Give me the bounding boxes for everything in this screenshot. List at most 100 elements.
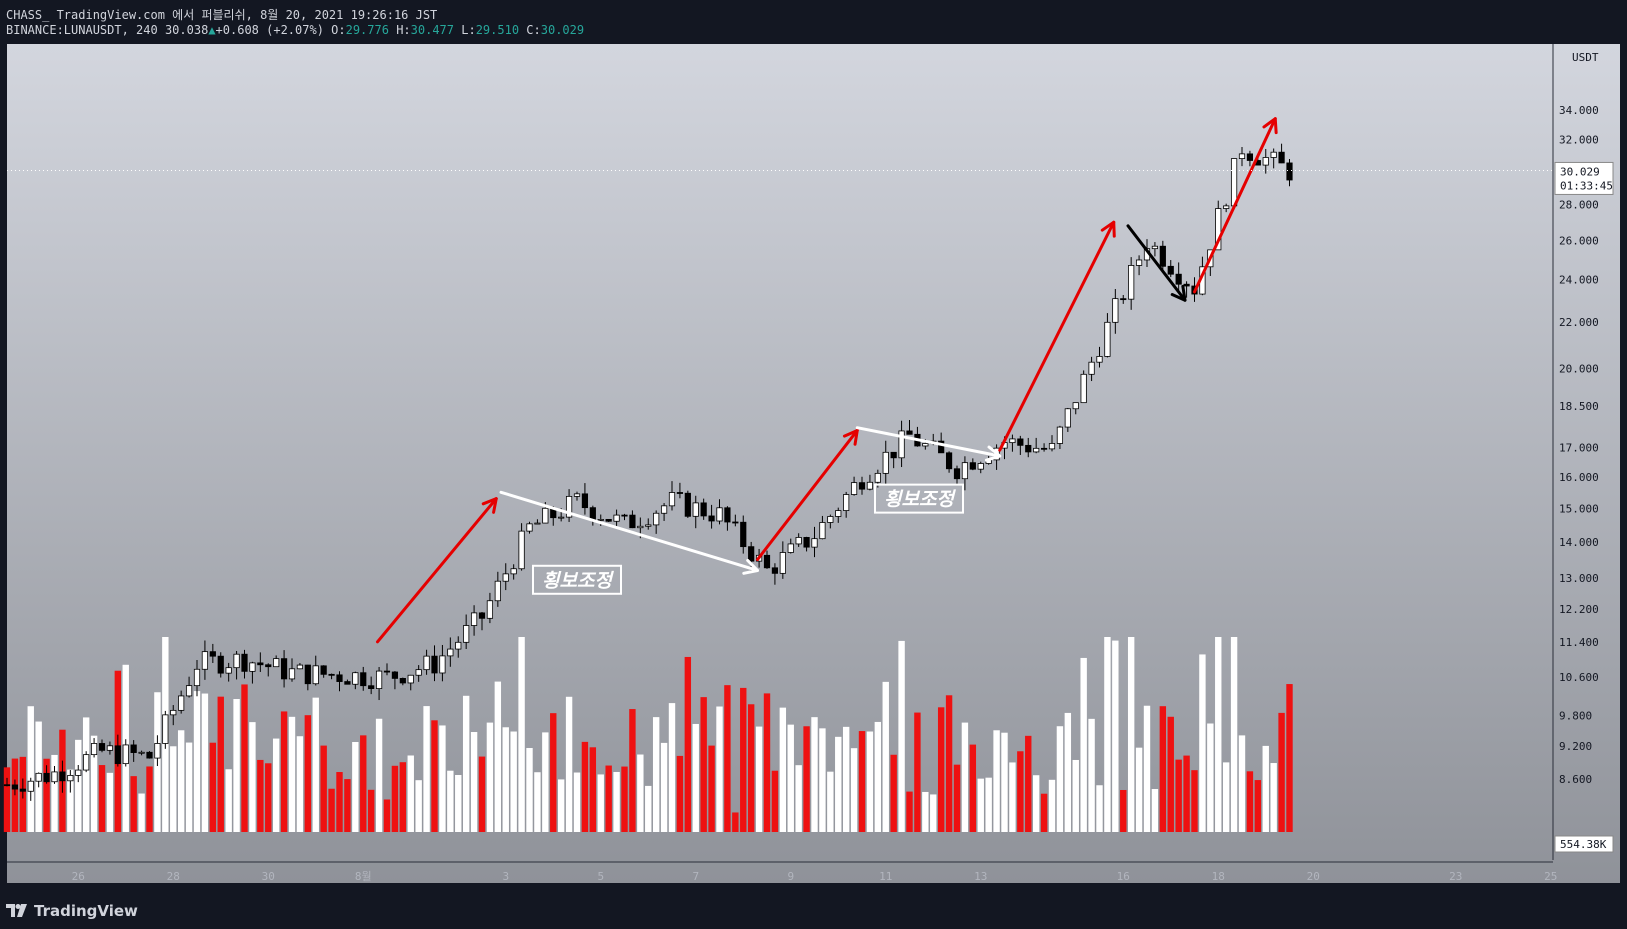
candle-body: [827, 516, 834, 523]
time-axis[interactable]: 26 28 30 8월 3 5 7 9 11 13 16 18 20 23 25: [7, 861, 1557, 883]
volume-bar: [993, 730, 1000, 832]
candle-body: [1112, 298, 1119, 323]
candle-body: [645, 524, 652, 527]
volume-bar: [407, 755, 414, 832]
volume-bar: [874, 721, 882, 832]
candle-body: [162, 714, 169, 744]
time-tick-label: 23: [1449, 870, 1462, 883]
volume-bar: [502, 727, 509, 832]
candle-body: [51, 771, 58, 783]
footer-brand[interactable]: TradingView: [6, 900, 138, 922]
volume-bar: [1286, 684, 1293, 832]
candle-body: [660, 505, 668, 514]
candle-body: [526, 523, 533, 532]
volume-bar: [605, 765, 612, 832]
high-label: H:: [396, 23, 411, 37]
annotation-label-1: 횡보조정: [542, 570, 614, 592]
volume-bar: [1001, 732, 1008, 832]
candle-body: [882, 451, 889, 474]
candle-body: [668, 492, 676, 507]
volume-bar: [82, 717, 90, 832]
candle-body: [700, 502, 707, 517]
candle-body: [581, 493, 589, 509]
candle-body: [312, 665, 319, 685]
candle-body: [605, 518, 612, 522]
volume-bar: [1230, 637, 1238, 832]
volume-bar: [1112, 640, 1119, 832]
candle-body: [637, 525, 644, 529]
candle-body: [542, 507, 549, 524]
volume-bar: [470, 732, 478, 832]
volume-bar: [621, 766, 628, 832]
volume-bar: [51, 754, 58, 832]
volume-bar: [969, 744, 977, 832]
candle-body: [170, 709, 177, 716]
price-axis[interactable]: 34.000 32.000 28.000 26.000 24.000 22.000 20.0…: [7, 44, 1614, 860]
arrow-correction: [1126, 224, 1187, 302]
time-tick-label: 20: [1307, 870, 1320, 883]
volume-bar: [708, 745, 715, 832]
volume-bar: [1127, 637, 1135, 832]
close-label: C:: [526, 23, 541, 37]
candle-body: [502, 573, 509, 582]
candle-body: [953, 468, 961, 480]
candle-body: [1175, 273, 1182, 285]
volume-bar: [455, 775, 462, 832]
volume-bar: [613, 771, 620, 832]
volume-bar: [249, 722, 256, 832]
candle-body: [1159, 245, 1166, 267]
candle-body: [1183, 283, 1190, 287]
arrow-sideways-2-head: [984, 445, 1002, 462]
candle-body: [415, 669, 422, 676]
volume-bar: [383, 799, 391, 832]
candle-body: [27, 780, 34, 792]
volume-bar: [668, 703, 676, 832]
volume-bar: [795, 765, 802, 832]
volume-bar: [90, 735, 98, 832]
price-tick-label: 9.200: [1559, 740, 1592, 753]
candle-body: [257, 662, 264, 666]
price-tick-label: 11.400: [1559, 636, 1599, 649]
candle-body: [280, 658, 288, 680]
candle-body: [1064, 408, 1071, 428]
volume-bar: [320, 745, 327, 832]
volume-bar: [700, 697, 707, 832]
volume-bar: [1262, 745, 1269, 832]
time-tick-label: 16: [1117, 870, 1130, 883]
candle-body: [724, 507, 731, 523]
volume-bar: [977, 778, 984, 832]
volume-bar: [447, 770, 454, 832]
candle-body: [368, 685, 375, 689]
candle-body: [1128, 265, 1135, 300]
candle-body: [1025, 444, 1032, 453]
candle-body: [486, 600, 494, 619]
candle-body: [787, 543, 794, 553]
candle-body: [1215, 208, 1222, 251]
candle-body: [352, 672, 359, 685]
volume-bar: [272, 738, 280, 832]
candle-body: [1096, 356, 1103, 363]
price-tick-label: 22.000: [1559, 316, 1599, 329]
candle-body: [748, 546, 755, 562]
candle-body: [589, 507, 596, 521]
symbol-label[interactable]: BINANCE:LUNAUSDT, 240: [6, 23, 158, 37]
arrow-correction-head: [1170, 284, 1187, 302]
candle-body: [19, 788, 26, 792]
volume-bar: [858, 731, 866, 832]
volume-bar: [573, 772, 581, 832]
price-change: +0.608 (+2.07%): [215, 23, 324, 37]
volume-bar: [1032, 775, 1040, 832]
candle-body: [146, 751, 153, 759]
candle-body: [1270, 151, 1277, 158]
volume-bar: [1246, 771, 1254, 832]
volume-bar: [945, 695, 953, 832]
volume-bar: [280, 711, 288, 832]
volume-bar: [526, 748, 533, 832]
candle-body: [407, 674, 414, 684]
candle-body: [1048, 443, 1056, 450]
time-tick-label: 26: [72, 870, 85, 883]
candle-body: [573, 493, 581, 497]
volume-bar: [1064, 712, 1072, 832]
candle-body: [1262, 157, 1269, 166]
